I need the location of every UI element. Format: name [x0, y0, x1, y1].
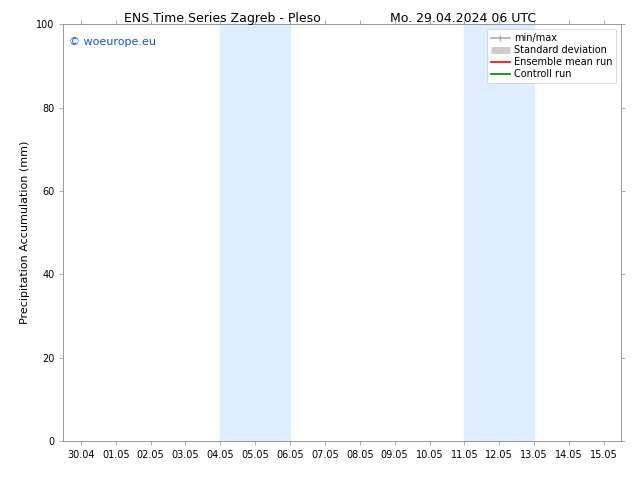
Text: © woeurope.eu: © woeurope.eu — [69, 37, 156, 47]
Bar — [221, 24, 290, 441]
Text: Mo. 29.04.2024 06 UTC: Mo. 29.04.2024 06 UTC — [390, 12, 536, 25]
Legend: min/max, Standard deviation, Ensemble mean run, Controll run: min/max, Standard deviation, Ensemble me… — [487, 29, 616, 83]
Bar — [464, 24, 534, 441]
Y-axis label: Precipitation Accumulation (mm): Precipitation Accumulation (mm) — [20, 141, 30, 324]
Text: ENS Time Series Zagreb - Pleso: ENS Time Series Zagreb - Pleso — [124, 12, 320, 25]
